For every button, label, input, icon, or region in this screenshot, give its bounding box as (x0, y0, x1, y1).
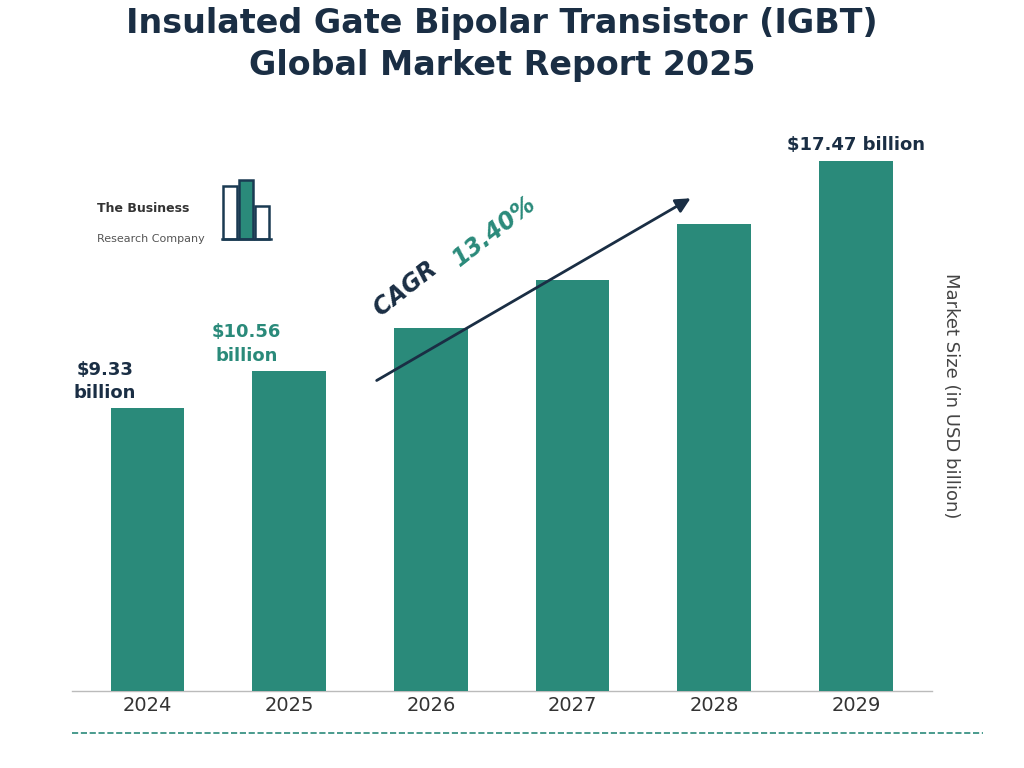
Text: Research Company: Research Company (97, 234, 205, 244)
Bar (819, 161, 893, 691)
Text: $10.56
billion: $10.56 billion (212, 323, 282, 365)
Text: CAGR: CAGR (370, 252, 449, 321)
Text: The Business: The Business (97, 202, 189, 215)
Polygon shape (239, 180, 253, 239)
Bar (111, 409, 184, 691)
Y-axis label: Market Size (in USD billion): Market Size (in USD billion) (942, 273, 959, 518)
Bar (394, 328, 468, 691)
Text: $9.33
billion: $9.33 billion (74, 361, 136, 402)
Bar (536, 280, 609, 691)
Text: $17.47 billion: $17.47 billion (786, 136, 925, 154)
Bar (678, 224, 751, 691)
Bar (253, 371, 326, 691)
Title: Insulated Gate Bipolar Transistor (IGBT)
Global Market Report 2025: Insulated Gate Bipolar Transistor (IGBT)… (126, 7, 878, 82)
Text: 13.40%: 13.40% (449, 191, 541, 271)
